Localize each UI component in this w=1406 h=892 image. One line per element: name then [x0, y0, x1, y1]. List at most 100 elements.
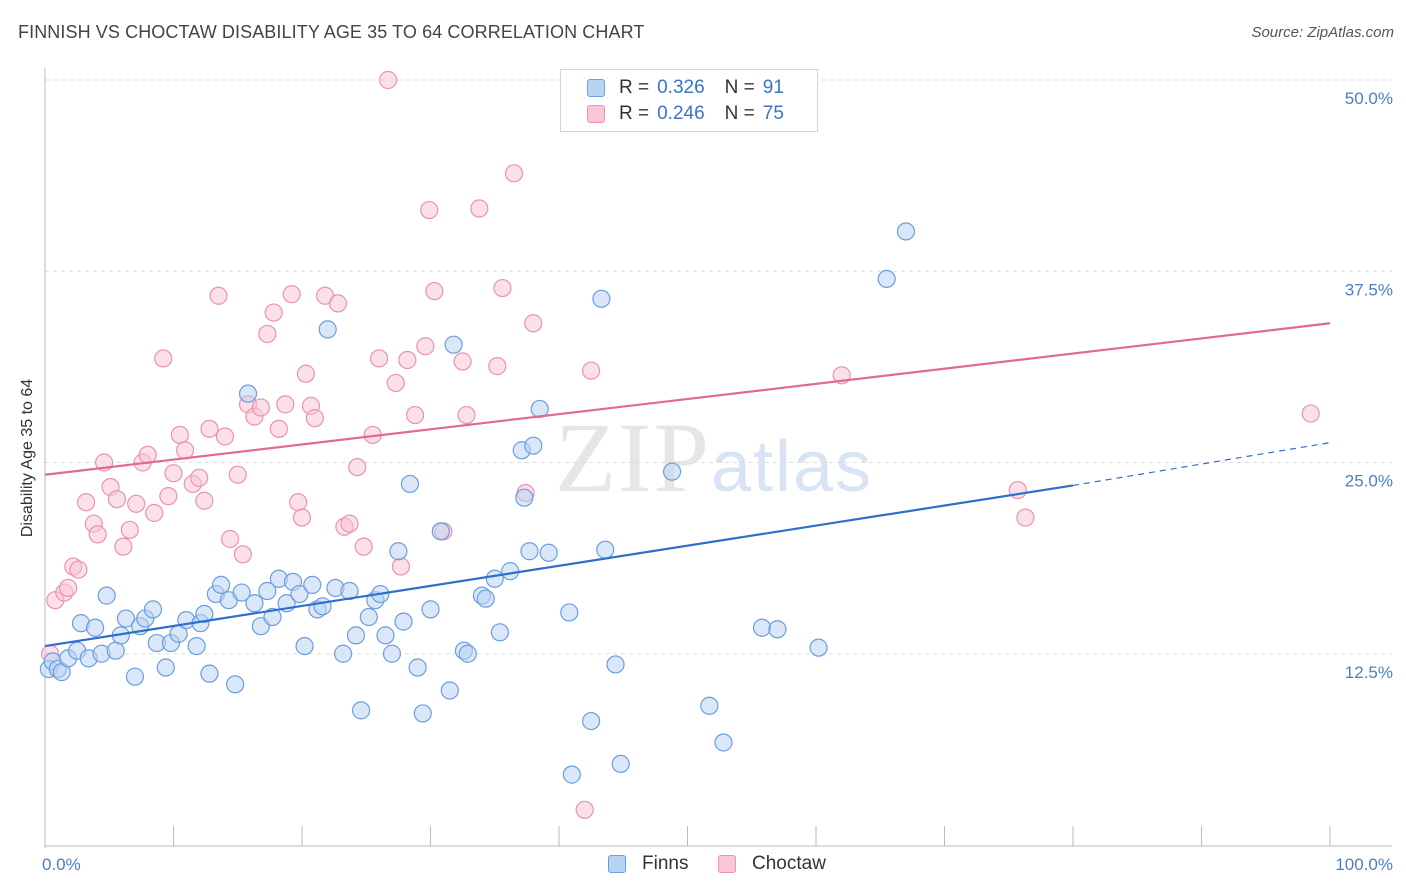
choctaw-n-value: 75 — [762, 103, 784, 124]
finns-point-32 — [238, 384, 258, 403]
finns-point-40 — [290, 584, 309, 604]
finns-point-91 — [877, 269, 896, 288]
choctaw-point-67 — [504, 164, 524, 183]
finns-point-85 — [662, 462, 682, 481]
finns-legend-swatch — [608, 855, 626, 873]
choctaw-point-75 — [1301, 404, 1320, 423]
finns-point-35 — [258, 581, 277, 601]
choctaw-point-41 — [292, 508, 312, 527]
finns-swatch — [587, 79, 605, 97]
finns-point-74 — [520, 542, 539, 561]
grid-lines — [45, 79, 1392, 655]
finns-r-value: 0.326 — [657, 77, 705, 98]
finns-point-14 — [125, 667, 145, 686]
finns-point-63 — [440, 681, 459, 700]
series-legend-choctaw: Choctaw — [718, 852, 826, 876]
y-tick-label-3: 50.0% — [1345, 89, 1393, 108]
finns-point-50 — [352, 701, 371, 720]
finns-point-90 — [809, 638, 828, 657]
choctaw-point-49 — [348, 457, 367, 477]
finns-point-83 — [606, 655, 625, 674]
finns-point-89 — [768, 620, 787, 639]
finns-point-86 — [700, 696, 719, 715]
choctaw-point-65 — [488, 357, 507, 376]
y-tick-label-1: 25.0% — [1345, 472, 1393, 491]
finns-point-71 — [501, 562, 520, 581]
choctaw-point-64 — [470, 199, 489, 218]
choctaw-point-63 — [457, 405, 476, 425]
choctaw-point-20 — [164, 464, 183, 483]
y-tick-labels: 12.5% 25.0% 37.5% 50.0% — [1345, 89, 1393, 682]
choctaw-point-57 — [405, 405, 425, 425]
choctaw-point-25 — [195, 491, 214, 510]
choctaw-point-22 — [175, 441, 195, 460]
choctaw-legend-label: Choctaw — [752, 853, 826, 874]
choctaw-point-16 — [138, 445, 157, 464]
choctaw-point-8 — [88, 525, 107, 544]
watermark: ZIPatlas — [555, 400, 873, 515]
finns-point-61 — [421, 600, 440, 619]
choctaw-point-12 — [114, 537, 133, 556]
choctaw-point-34 — [251, 398, 270, 417]
choctaw-point-29 — [220, 529, 240, 549]
choctaw-point-13 — [120, 520, 139, 539]
finns-point-51 — [359, 607, 378, 627]
legend-row-finns: R = 0.326 N = 91 — [587, 76, 784, 100]
finns-point-80 — [582, 711, 601, 731]
finns-point-11 — [106, 641, 125, 660]
legend-row-choctaw: R = 0.246 N = 75 — [587, 102, 784, 126]
finns-point-47 — [334, 644, 353, 663]
choctaw-point-62 — [453, 352, 472, 371]
choctaw-point-50 — [354, 537, 373, 556]
choctaw-point-42 — [296, 364, 315, 383]
finns-point-73 — [515, 488, 534, 507]
choctaw-point-31 — [233, 545, 252, 564]
finns-point-41 — [295, 636, 314, 656]
choctaw-point-30 — [228, 465, 247, 484]
choctaw-r-value: 0.246 — [657, 103, 705, 124]
choctaw-legend-swatch — [718, 855, 736, 873]
finns-point-19 — [156, 658, 175, 677]
choctaw-n-label: N = — [724, 103, 755, 124]
choctaw-point-44 — [305, 409, 324, 428]
choctaw-point-66 — [493, 278, 512, 298]
finns-point-60 — [413, 704, 432, 723]
choctaw-points — [41, 70, 1320, 819]
chart-title: FINNISH VS CHOCTAW DISABILITY AGE 35 TO … — [18, 22, 645, 42]
choctaw-point-24 — [190, 468, 209, 487]
watermark-zip: ZIP — [555, 402, 711, 513]
series-legend-finns: Finns — [608, 852, 688, 876]
choctaw-point-54 — [386, 373, 405, 393]
choctaw-point-58 — [416, 337, 435, 356]
choctaw-point-26 — [200, 419, 219, 438]
choctaw-point-3 — [59, 578, 78, 598]
choctaw-swatch — [587, 105, 605, 123]
finns-point-10 — [97, 586, 116, 605]
y-tick-label-0: 12.5% — [1345, 663, 1393, 682]
choctaw-point-56 — [398, 350, 417, 370]
finns-point-92 — [896, 222, 916, 241]
choctaw-point-14 — [127, 494, 146, 513]
finns-point-68 — [476, 589, 495, 608]
choctaw-point-52 — [370, 349, 389, 368]
finns-point-28 — [211, 575, 231, 595]
finns-point-25 — [195, 604, 214, 624]
finns-point-70 — [490, 623, 509, 642]
finns-point-44 — [313, 597, 332, 616]
finns-point-23 — [187, 636, 206, 656]
choctaw-point-37 — [269, 419, 288, 438]
choctaw-point-27 — [209, 286, 228, 305]
finns-legend-label: Finns — [642, 853, 689, 874]
x-tick-label-0: 0.0% — [42, 855, 81, 874]
finns-trend-extension — [1072, 442, 1331, 487]
choctaw-point-36 — [264, 303, 283, 322]
choctaw-point-38 — [276, 395, 295, 414]
finns-point-88 — [752, 618, 772, 637]
choctaw-point-28 — [215, 427, 234, 446]
choctaw-point-35 — [258, 324, 277, 344]
axes — [44, 68, 1392, 848]
finns-point-66 — [458, 644, 477, 663]
finns-point-62 — [431, 522, 450, 541]
watermark-atlas: atlas — [711, 427, 874, 507]
finns-point-17 — [143, 600, 163, 619]
